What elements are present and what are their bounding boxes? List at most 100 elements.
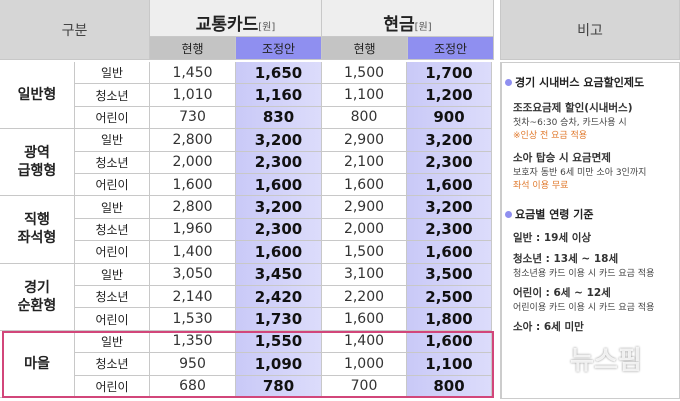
note-title: 일반 : 19세 이상 <box>513 232 592 244</box>
rider-type: 일반 <box>75 129 150 152</box>
current-fare: 3,050 <box>150 263 236 286</box>
proposed-fare: 1,550 <box>236 330 322 354</box>
proposed-header: 조정안 <box>236 37 322 60</box>
proposed-fare: 3,200 <box>407 196 492 219</box>
proposed-fare: 2,300 <box>407 151 492 174</box>
proposed-fare: 1,800 <box>407 308 492 331</box>
section-heading: 요금별 연령 기준 <box>515 208 594 221</box>
proposed-fare: 1,700 <box>407 62 492 85</box>
current-fare: 800 <box>322 106 407 130</box>
proposed-fare: 1,730 <box>236 308 322 331</box>
watermark: 뉴스핌 <box>570 346 642 376</box>
current-fare: 1,010 <box>150 84 236 107</box>
proposed-fare: 800 <box>407 375 492 398</box>
current-fare: 1,530 <box>150 308 236 331</box>
current-fare: 2,000 <box>322 218 407 242</box>
proposed-fare: 1,600 <box>236 174 322 197</box>
current-fare: 1,500 <box>322 241 407 264</box>
note-line: 첫차~6:30 승차, 카드사용 시 <box>513 118 627 128</box>
current-fare: 950 <box>150 353 236 376</box>
current-fare: 1,500 <box>322 62 407 85</box>
proposed-fare: 1,650 <box>236 62 322 85</box>
proposed-fare: 1,600 <box>407 330 492 354</box>
proposed-fare: 900 <box>407 106 492 130</box>
proposed-fare: 2,300 <box>236 218 322 242</box>
highlight-border <box>2 330 494 398</box>
group-header: 구분 <box>0 0 150 60</box>
proposed-fare: 3,200 <box>407 129 492 152</box>
current-fare: 2,200 <box>322 286 407 309</box>
unit: [원] <box>258 22 276 33</box>
group-label: 일반형 <box>0 62 75 130</box>
unit: [원] <box>414 22 432 33</box>
current-fare: 2,800 <box>150 196 236 219</box>
rider-type: 청소년 <box>75 218 150 242</box>
rider-type: 어린이 <box>75 106 150 130</box>
proposed-fare: 1,200 <box>407 84 492 107</box>
current-fare: 2,140 <box>150 286 236 309</box>
group-label: 직행 좌석형 <box>0 196 75 264</box>
group-title: 교통카드 <box>195 15 259 35</box>
proposed-fare: 2,500 <box>407 286 492 309</box>
note-line: 보호자 동반 6세 미만 소아 3인까지 <box>513 168 647 178</box>
group-label: 광역 급행형 <box>0 129 75 197</box>
group-label: 경기 순환형 <box>0 263 75 331</box>
rider-type: 어린이 <box>75 174 150 197</box>
current-fare: 1,400 <box>322 330 407 354</box>
rider-type: 청소년 <box>75 286 150 309</box>
rider-type: 어린이 <box>75 308 150 331</box>
note-title: 소아 : 6세 미만 <box>513 321 584 333</box>
notes-header: 비고 <box>500 0 680 60</box>
rider-type: 일반 <box>75 62 150 85</box>
current-fare: 1,350 <box>150 330 236 354</box>
proposed-fare: 3,200 <box>236 196 322 219</box>
rider-type: 청소년 <box>75 151 150 174</box>
group-label: 마을 <box>0 330 75 398</box>
column-group-header: 교통카드 [원] <box>150 0 322 37</box>
current-fare: 1,600 <box>150 174 236 197</box>
bullet <box>505 211 512 218</box>
column-group-header: 현금 [원] <box>322 0 494 37</box>
proposed-fare: 3,200 <box>236 129 322 152</box>
current-fare: 3,100 <box>322 263 407 286</box>
rider-type: 일반 <box>75 330 150 354</box>
rider-type: 청소년 <box>75 84 150 107</box>
bullet <box>505 79 512 86</box>
proposed-fare: 830 <box>236 106 322 130</box>
current-fare: 2,900 <box>322 129 407 152</box>
current-fare: 1,600 <box>322 174 407 197</box>
current-fare: 1,450 <box>150 62 236 85</box>
section-heading: 경기 시내버스 요금할인제도 <box>515 76 645 89</box>
proposed-fare: 2,300 <box>236 151 322 174</box>
proposed-fare: 2,300 <box>407 218 492 242</box>
note-title: 조조요금제 할인(시내버스) <box>513 102 633 114</box>
proposed-fare: 3,500 <box>407 263 492 286</box>
proposed-fare: 1,160 <box>236 84 322 107</box>
proposed-fare: 1,090 <box>236 353 322 376</box>
rider-type: 일반 <box>75 196 150 219</box>
current-fare: 1,000 <box>322 353 407 376</box>
current-fare: 1,400 <box>150 241 236 264</box>
current-fare: 2,800 <box>150 129 236 152</box>
current-header: 현행 <box>322 37 408 60</box>
current-header: 현행 <box>150 37 236 60</box>
current-fare: 1,960 <box>150 218 236 242</box>
proposed-header: 조정안 <box>408 37 494 60</box>
current-fare: 2,100 <box>322 151 407 174</box>
note-line: ※인상 전 요금 적용 <box>513 131 588 141</box>
proposed-fare: 1,100 <box>407 353 492 376</box>
note-line: 어린이용 카드 이용 시 카드 요금 적용 <box>513 303 655 313</box>
rider-type: 어린이 <box>75 241 150 264</box>
proposed-fare: 1,600 <box>407 241 492 264</box>
current-fare: 1,600 <box>322 308 407 331</box>
rider-type: 청소년 <box>75 353 150 376</box>
rider-type: 일반 <box>75 263 150 286</box>
group-title: 현금 <box>383 15 415 35</box>
current-fare: 1,100 <box>322 84 407 107</box>
proposed-fare: 1,600 <box>407 174 492 197</box>
proposed-fare: 1,600 <box>236 241 322 264</box>
proposed-fare: 2,420 <box>236 286 322 309</box>
current-fare: 2,000 <box>150 151 236 174</box>
note-line: 청소년용 카드 이용 시 카드 요금 적용 <box>513 269 655 279</box>
